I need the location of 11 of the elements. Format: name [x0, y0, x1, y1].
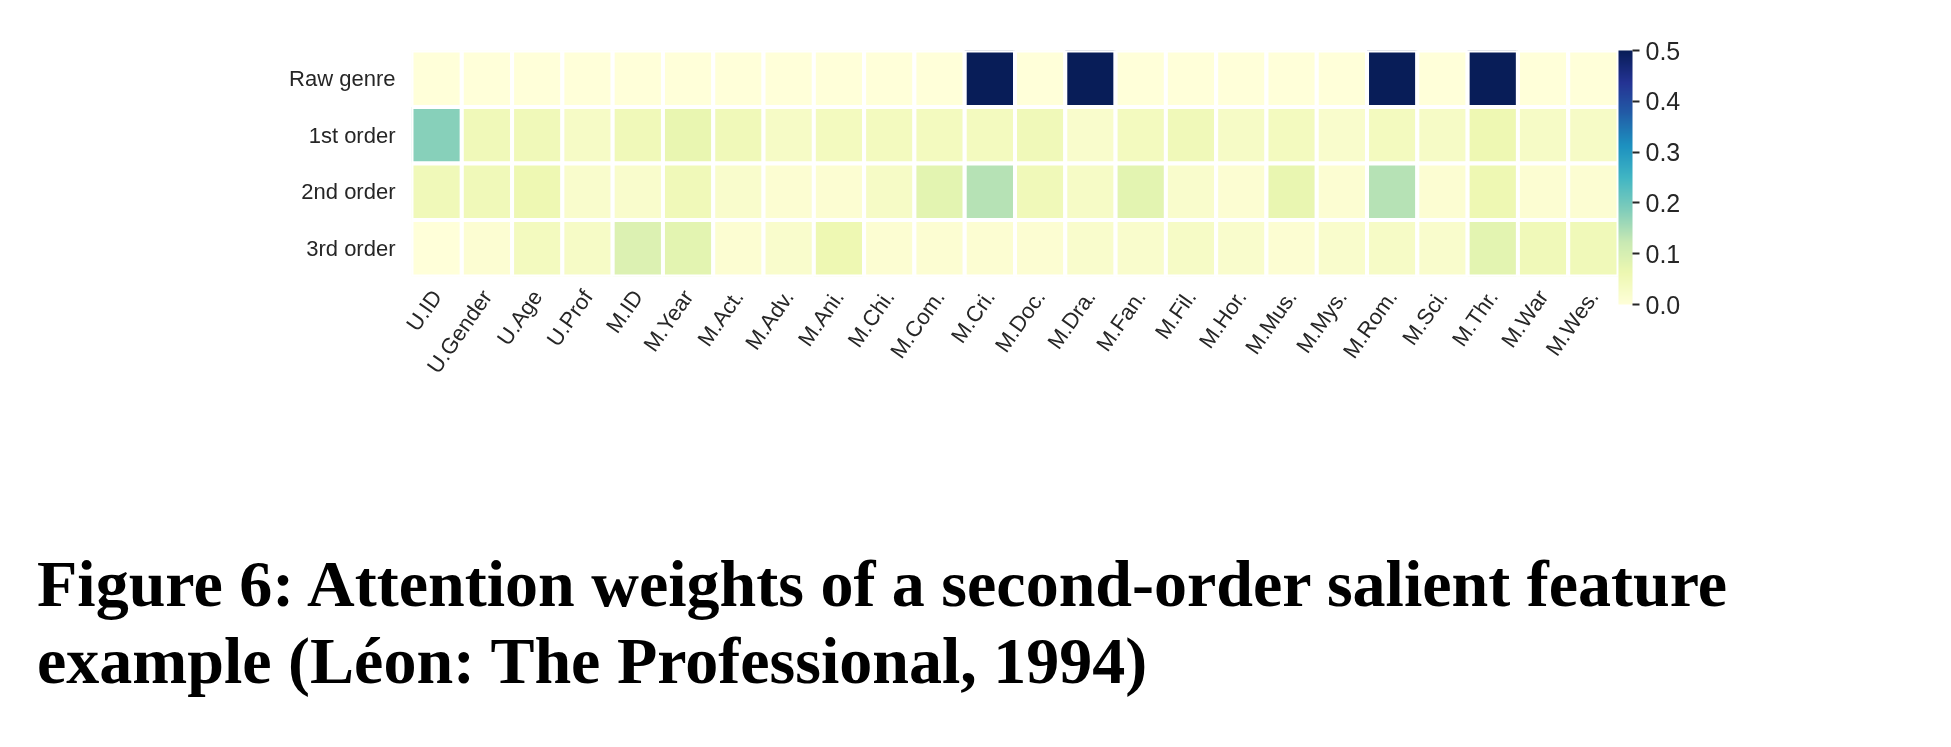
- color-bar-label: 0.2: [1645, 188, 1681, 217]
- y-tick-label: 2nd order: [301, 179, 396, 205]
- caption: Figure 6: Attention weights of a second-order salient feature example (Léon: The Professional, 1994): [37, 546, 1728, 699]
- color-bar-label: 0.0: [1645, 290, 1681, 319]
- y-tick-label: Raw genre: [289, 66, 396, 92]
- color-bar-label: 0.4: [1645, 87, 1681, 116]
- color-bar-label: 0.3: [1645, 138, 1681, 167]
- color-bar-label: 0.1: [1645, 239, 1681, 268]
- y-tick-label: 1st order: [308, 122, 396, 148]
- y-tick-label: 3rd order: [306, 235, 396, 261]
- color-bar-label: 0.5: [1645, 36, 1681, 65]
